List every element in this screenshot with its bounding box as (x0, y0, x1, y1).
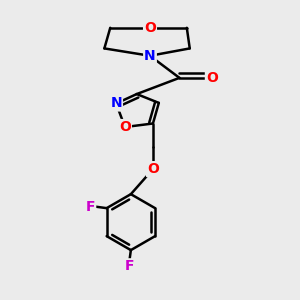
Text: O: O (119, 120, 131, 134)
Text: O: O (147, 162, 159, 176)
Text: N: N (144, 49, 156, 63)
Text: F: F (124, 259, 134, 273)
Text: O: O (206, 71, 218, 85)
Text: O: O (144, 21, 156, 35)
Text: N: N (110, 97, 122, 110)
Text: F: F (86, 200, 95, 214)
